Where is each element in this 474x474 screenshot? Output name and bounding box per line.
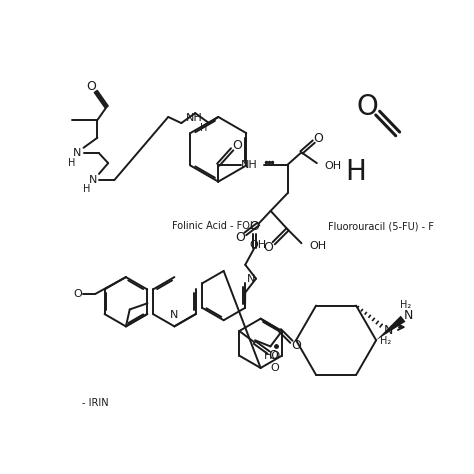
Text: N: N <box>246 273 255 283</box>
Text: O: O <box>73 289 82 299</box>
Text: NH: NH <box>241 160 257 170</box>
Text: N: N <box>404 309 413 322</box>
Text: H: H <box>200 123 208 133</box>
Polygon shape <box>376 316 405 340</box>
Text: O: O <box>313 132 323 145</box>
Text: O: O <box>232 139 242 152</box>
Text: N: N <box>73 148 82 158</box>
Text: O: O <box>270 363 279 373</box>
Text: HO: HO <box>264 351 281 361</box>
Text: O: O <box>264 241 273 254</box>
Text: O: O <box>86 80 96 92</box>
Text: O: O <box>268 349 278 362</box>
Text: Folinic Acid - FOL: Folinic Acid - FOL <box>172 221 255 231</box>
Text: O: O <box>291 339 301 352</box>
Text: OH: OH <box>309 241 326 251</box>
Text: O: O <box>235 230 245 244</box>
Text: O: O <box>249 220 259 233</box>
Text: - IRIN: - IRIN <box>82 398 109 409</box>
Text: H: H <box>345 158 366 186</box>
Text: H: H <box>67 158 75 168</box>
Text: H₂: H₂ <box>380 336 391 346</box>
Text: N: N <box>170 310 179 320</box>
Text: H: H <box>83 184 91 194</box>
Text: OH: OH <box>325 161 342 171</box>
Text: NH: NH <box>186 113 203 124</box>
Text: N: N <box>384 324 393 337</box>
Text: O: O <box>356 93 378 121</box>
Text: N: N <box>89 175 97 185</box>
Text: H₂: H₂ <box>400 300 411 310</box>
Text: Fluorouracil (5-FU) - F: Fluorouracil (5-FU) - F <box>328 221 434 231</box>
Text: OH: OH <box>250 240 267 250</box>
